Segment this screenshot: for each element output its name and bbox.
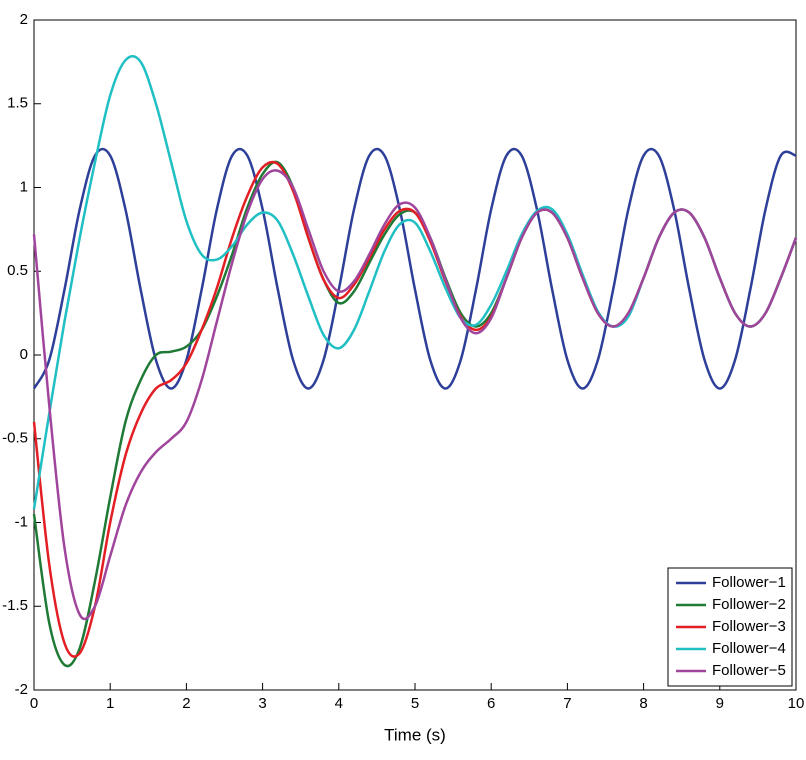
legend-label: Follower−1 [712, 574, 786, 591]
series-line [32, 169, 798, 621]
y-tick-label: 1 [20, 178, 28, 195]
x-tick-label: 2 [182, 695, 190, 712]
y-tick-label: -0.5 [2, 430, 28, 447]
x-tick-label: 0 [30, 695, 38, 712]
x-tick-label: 1 [106, 695, 114, 712]
legend-label: Follower−4 [712, 640, 786, 657]
y-tick-label: 0 [20, 346, 28, 363]
legend-label: Follower−2 [712, 596, 786, 613]
y-tick-label: -1.5 [2, 597, 28, 614]
y-tick-label: 2 [20, 11, 28, 28]
x-tick-label: 8 [639, 695, 647, 712]
x-tick-label: 3 [258, 695, 266, 712]
x-tick-label: 7 [563, 695, 571, 712]
x-tick-label: 6 [487, 695, 495, 712]
legend-label: Follower−5 [712, 662, 786, 679]
x-tick-label: 9 [716, 695, 724, 712]
y-tick-label: 1.5 [7, 95, 28, 112]
y-tick-label: 0.5 [7, 262, 28, 279]
y-tick-label: -2 [15, 681, 28, 698]
legend-label: Follower−3 [712, 618, 786, 635]
x-tick-label: 10 [788, 695, 805, 712]
series-line [32, 147, 797, 390]
y-tick-label: -1 [15, 513, 28, 530]
x-tick-label: 5 [411, 695, 419, 712]
x-tick-label: 4 [335, 695, 343, 712]
x-axis-label: Time (s) [384, 725, 446, 744]
